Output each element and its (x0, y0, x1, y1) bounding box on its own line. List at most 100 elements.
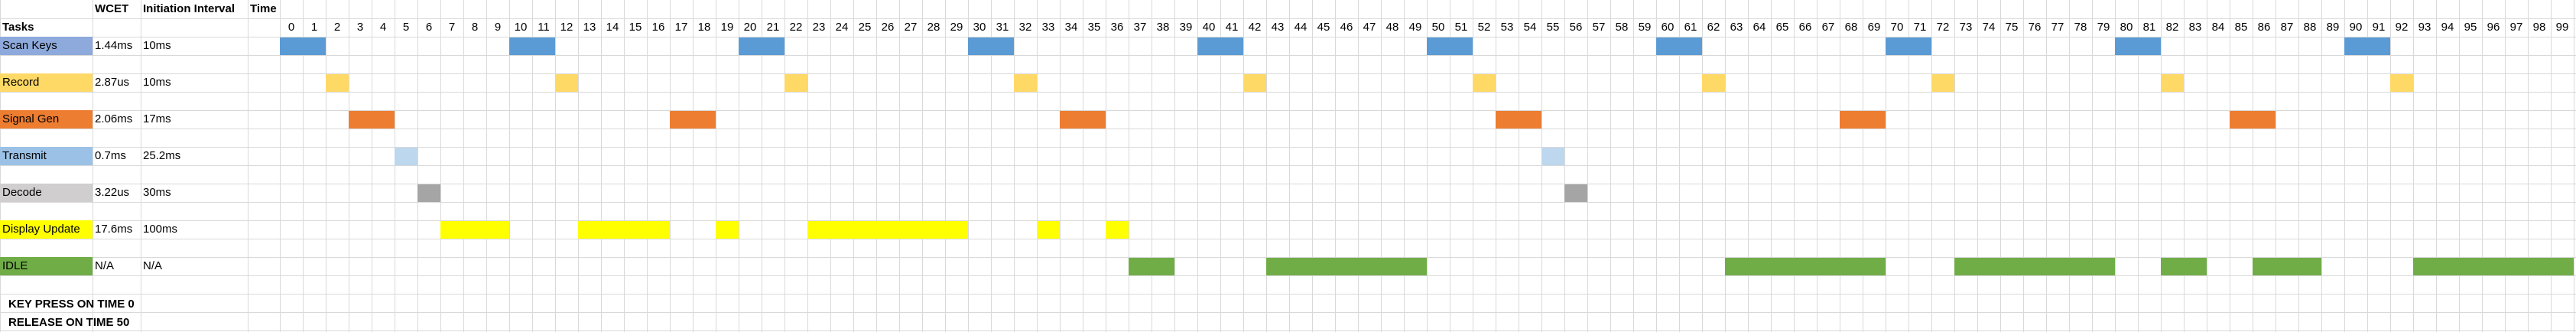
task-interval-cell[interactable]: 25.2ms (143, 149, 181, 162)
task-name-cell[interactable]: Decode (0, 184, 93, 202)
time-tick-label[interactable]: 46 (1340, 21, 1353, 34)
time-tick-label[interactable]: 67 (1821, 21, 1835, 34)
schedule-bar[interactable] (1496, 111, 1541, 129)
schedule-bar[interactable] (2230, 111, 2276, 129)
time-tick-label[interactable]: 21 (766, 21, 780, 34)
task-wcet-cell[interactable]: 2.06ms (95, 112, 133, 125)
time-tick-label[interactable]: 20 (743, 21, 757, 34)
time-tick-label[interactable]: 50 (1431, 21, 1445, 34)
time-tick-label[interactable]: 54 (1523, 21, 1537, 34)
time-tick-label[interactable]: 71 (1913, 21, 1927, 34)
time-tick-label[interactable]: 31 (996, 21, 1009, 34)
schedule-bar[interactable] (1243, 74, 1266, 92)
time-tick-label[interactable]: 15 (629, 21, 642, 34)
time-tick-label[interactable]: 86 (2257, 21, 2271, 34)
time-tick-label[interactable]: 22 (789, 21, 803, 34)
time-tick-label[interactable]: 1 (310, 21, 318, 34)
time-tick-label[interactable]: 88 (2303, 21, 2317, 34)
time-tick-label[interactable]: 55 (1546, 21, 1560, 34)
task-name-cell[interactable]: Scan Keys (0, 37, 93, 55)
schedule-bar[interactable] (1266, 258, 1427, 275)
time-tick-label[interactable]: 96 (2487, 21, 2500, 34)
time-tick-label[interactable]: 38 (1156, 21, 1170, 34)
time-tick-label[interactable]: 3 (356, 21, 364, 34)
schedule-bar[interactable] (349, 111, 395, 129)
time-tick-label[interactable]: 57 (1592, 21, 1606, 34)
time-tick-label[interactable]: 37 (1133, 21, 1147, 34)
task-name-cell[interactable]: Record (0, 73, 93, 92)
time-tick-label[interactable]: 17 (674, 21, 688, 34)
schedule-bar[interactable] (716, 221, 739, 239)
schedule-bar[interactable] (807, 221, 968, 239)
time-tick-label[interactable]: 70 (1890, 21, 1904, 34)
time-tick-label[interactable]: 24 (835, 21, 849, 34)
time-tick-label[interactable]: 79 (2097, 21, 2110, 34)
schedule-bar[interactable] (1931, 74, 1954, 92)
schedule-bar[interactable] (1840, 111, 1886, 129)
time-tick-label[interactable]: 56 (1569, 21, 1583, 34)
schedule-bar[interactable] (2115, 37, 2161, 55)
schedule-bar[interactable] (1106, 221, 1129, 239)
time-tick-label[interactable]: 18 (697, 21, 711, 34)
time-tick-label[interactable]: 41 (1225, 21, 1239, 34)
time-tick-label[interactable]: 39 (1179, 21, 1193, 34)
schedule-bar[interactable] (578, 221, 670, 239)
time-tick-label[interactable]: 23 (812, 21, 826, 34)
schedule-bar[interactable] (1427, 37, 1473, 55)
time-tick-label[interactable]: 34 (1064, 21, 1078, 34)
task-wcet-cell[interactable]: 17.6ms (95, 223, 133, 236)
time-tick-label[interactable]: 76 (2028, 21, 2042, 34)
time-tick-label[interactable]: 32 (1018, 21, 1032, 34)
time-tick-label[interactable]: 97 (2509, 21, 2523, 34)
time-tick-label[interactable]: 65 (1775, 21, 1789, 34)
time-tick-label[interactable]: 13 (583, 21, 596, 34)
time-tick-label[interactable]: 51 (1454, 21, 1468, 34)
task-interval-cell[interactable]: 10ms (143, 76, 171, 89)
schedule-bar[interactable] (2253, 258, 2321, 275)
schedule-bar[interactable] (1541, 148, 1564, 165)
task-name-cell[interactable]: Display Update (0, 220, 93, 239)
time-tick-label[interactable]: 19 (720, 21, 734, 34)
task-interval-cell[interactable]: N/A (143, 259, 163, 272)
time-tick-label[interactable]: 52 (1477, 21, 1491, 34)
task-interval-cell[interactable]: 17ms (143, 112, 171, 125)
time-tick-label[interactable]: 94 (2441, 21, 2454, 34)
time-tick-label[interactable]: 91 (2372, 21, 2386, 34)
time-tick-label[interactable]: 7 (448, 21, 456, 34)
time-tick-label[interactable]: 53 (1500, 21, 1514, 34)
schedule-bar[interactable] (1014, 74, 1037, 92)
time-tick-label[interactable]: 25 (858, 21, 872, 34)
time-tick-label[interactable]: 87 (2280, 21, 2294, 34)
time-tick-label[interactable]: 5 (402, 21, 410, 34)
time-tick-label[interactable]: 48 (1385, 21, 1399, 34)
time-tick-label[interactable]: 68 (1844, 21, 1858, 34)
time-tick-label[interactable]: 60 (1661, 21, 1675, 34)
time-tick-label[interactable]: 16 (651, 21, 665, 34)
header-tasks[interactable]: Tasks (2, 21, 34, 34)
time-tick-label[interactable]: 6 (425, 21, 433, 34)
time-tick-label[interactable]: 30 (973, 21, 986, 34)
time-tick-label[interactable]: 89 (2326, 21, 2340, 34)
time-tick-label[interactable]: 4 (379, 21, 387, 34)
task-wcet-cell[interactable]: 3.22us (95, 186, 130, 199)
schedule-bar[interactable] (326, 74, 349, 92)
time-tick-label[interactable]: 77 (2051, 21, 2064, 34)
time-tick-label[interactable]: 95 (2464, 21, 2477, 34)
schedule-bar[interactable] (1037, 221, 1060, 239)
task-name-cell[interactable]: Signal Gen (0, 110, 93, 129)
time-tick-label[interactable]: 93 (2418, 21, 2431, 34)
schedule-bar[interactable] (1656, 37, 1702, 55)
schedule-bar[interactable] (2161, 74, 2184, 92)
header-wcet[interactable]: WCET (95, 2, 129, 15)
schedule-bar[interactable] (509, 37, 555, 55)
time-tick-label[interactable]: 81 (2142, 21, 2156, 34)
header-time[interactable]: Time (250, 2, 277, 15)
time-tick-label[interactable]: 58 (1615, 21, 1629, 34)
time-tick-label[interactable]: 59 (1638, 21, 1652, 34)
time-tick-label[interactable]: 43 (1271, 21, 1285, 34)
time-tick-label[interactable]: 35 (1087, 21, 1101, 34)
schedule-bar[interactable] (2413, 258, 2574, 275)
time-tick-label[interactable]: 61 (1684, 21, 1697, 34)
schedule-bar[interactable] (280, 37, 326, 55)
schedule-bar[interactable] (1197, 37, 1243, 55)
